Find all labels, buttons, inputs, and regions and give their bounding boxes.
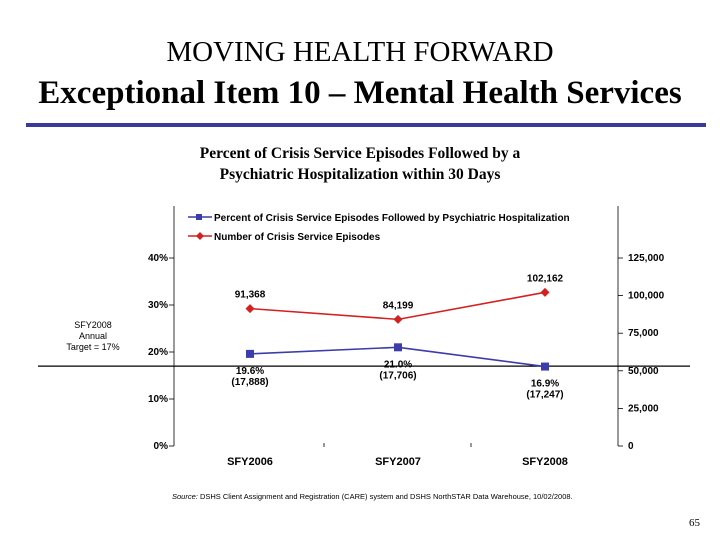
- source-text: DSHS Client Assignment and Registration …: [199, 492, 573, 501]
- slide-subtitle: Exceptional Item 10 – Mental Health Serv…: [38, 75, 682, 111]
- data-point-episodes: [393, 314, 403, 324]
- target-label-line: Target = 17%: [66, 342, 119, 352]
- right-tick-label: 100,000: [628, 291, 665, 302]
- source-label: Source:: [172, 492, 198, 501]
- target-label-line: SFY2008: [74, 320, 112, 330]
- x-category-label: SFY2007: [375, 456, 421, 468]
- right-tick-label: 25,000: [628, 403, 659, 414]
- data-label-percent: 21.0%: [384, 359, 412, 370]
- source-note: Source: DSHS Client Assignment and Regis…: [172, 492, 592, 502]
- left-tick-label: 30%: [148, 300, 168, 311]
- data-label-episodes: 84,199: [383, 300, 414, 311]
- legend-label-1: Percent of Crisis Service Episodes Follo…: [214, 213, 570, 224]
- data-label-count: (17,888): [231, 377, 268, 388]
- legend-label-2: Number of Crisis Service Episodes: [214, 232, 381, 243]
- right-tick-label: 75,000: [628, 328, 659, 339]
- legend-marker-diamond: [196, 232, 204, 240]
- target-label-line: Annual: [79, 331, 107, 341]
- data-label-percent: 19.6%: [236, 366, 264, 377]
- left-tick-label: 10%: [148, 394, 168, 405]
- data-point-percent: [394, 343, 402, 352]
- data-label-count: (17,706): [379, 370, 416, 381]
- data-label-percent: 16.9%: [531, 379, 559, 390]
- data-point-percent: [246, 349, 254, 358]
- data-point-percent: [541, 362, 549, 371]
- chart-title-line-2: Psychiatric Hospitalization within 30 Da…: [219, 166, 501, 183]
- x-category-label: SFY2008: [522, 456, 568, 468]
- left-tick-label: 20%: [148, 347, 168, 358]
- chart-title-line-1: Percent of Crisis Service Episodes Follo…: [199, 145, 521, 162]
- data-point-episodes: [245, 304, 255, 314]
- right-tick-label: 125,000: [628, 253, 665, 264]
- data-label-count: (17,247): [526, 390, 563, 401]
- title-divider: [26, 123, 706, 127]
- left-tick-label: 0%: [154, 441, 169, 452]
- data-point-episodes: [540, 287, 550, 297]
- right-tick-label: 50,000: [628, 366, 659, 377]
- right-tick-label: 0: [628, 441, 634, 452]
- legend-marker-square: [196, 214, 202, 220]
- data-label-episodes: 91,368: [235, 290, 266, 301]
- data-label-episodes: 102,162: [527, 273, 564, 284]
- left-tick-label: 40%: [148, 253, 168, 264]
- x-category-label: SFY2006: [227, 456, 273, 468]
- slide-title: MOVING HEALTH FORWARD: [166, 36, 554, 68]
- page-number: 65: [689, 517, 700, 529]
